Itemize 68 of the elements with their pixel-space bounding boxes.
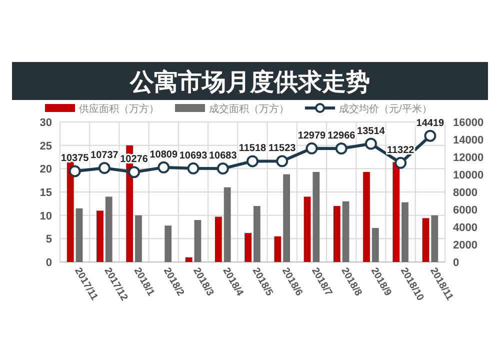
- y2-tick-label: 8000: [453, 187, 478, 199]
- point: [394, 156, 407, 169]
- bar: [254, 206, 260, 262]
- bar: [342, 201, 350, 262]
- bar: [105, 196, 112, 262]
- bar: [283, 174, 290, 262]
- bar: [76, 208, 83, 262]
- point: [335, 142, 348, 155]
- data-label: 12966: [327, 130, 356, 142]
- point: [364, 138, 377, 150]
- y2-tick-label: 12000: [453, 152, 484, 164]
- bar: [402, 202, 408, 262]
- y-tick-label: 15: [40, 187, 52, 199]
- y2-tick-label: 10000: [453, 170, 484, 182]
- data-label: 10809: [150, 149, 178, 160]
- y2-tick-label: 0: [453, 257, 460, 269]
- legend-label: 成交面积（万方）: [209, 103, 289, 115]
- bar: [372, 228, 379, 262]
- y2-tick-label: 2000: [453, 240, 478, 252]
- y-tick-label: 20: [40, 164, 52, 176]
- bar: [304, 196, 311, 262]
- point: [424, 130, 436, 142]
- point: [158, 161, 170, 174]
- point: [276, 155, 288, 168]
- legend-label: 成交均价（元/平米）: [339, 103, 432, 115]
- y-tick-label: 30: [40, 117, 52, 129]
- y-tick-label: 0: [46, 257, 52, 269]
- point: [68, 165, 81, 178]
- point: [216, 162, 229, 175]
- bar: [244, 233, 252, 262]
- legend-label: 供应面积（万方）: [79, 103, 159, 115]
- point: [187, 162, 200, 174]
- bar: [215, 216, 222, 262]
- point: [98, 162, 110, 174]
- y2-tick-label: 16000: [453, 117, 484, 129]
- y-tick-label: 10: [40, 210, 52, 222]
- y2-tick-label: 14000: [453, 134, 484, 146]
- bar: [363, 172, 370, 262]
- bar: [392, 162, 400, 262]
- bar: [224, 187, 231, 262]
- bar: [422, 218, 430, 262]
- data-label: 11523: [268, 143, 296, 154]
- data-label: 10693: [179, 150, 208, 162]
- y2-tick-label: 6000: [453, 204, 478, 216]
- bar: [194, 220, 202, 262]
- point: [246, 155, 258, 168]
- chart-title: 公寓市场月度供求走势: [129, 69, 370, 96]
- bar: [274, 236, 282, 262]
- bar: [96, 210, 104, 262]
- bar: [164, 226, 172, 262]
- data-label: 13514: [357, 126, 386, 137]
- data-label: 12979: [298, 130, 326, 142]
- data-label: 11322: [386, 144, 415, 156]
- bar: [312, 172, 320, 262]
- bar: [135, 215, 142, 262]
- data-label: 10737: [90, 150, 119, 162]
- y-tick-label: 25: [40, 140, 52, 152]
- data-label: 11518: [238, 143, 267, 154]
- bar: [431, 215, 438, 262]
- bar: [185, 257, 192, 262]
- y2-tick-label: 4000: [453, 222, 478, 234]
- bar: [333, 206, 340, 262]
- data-label: 10683: [208, 150, 238, 162]
- point: [128, 166, 140, 178]
- data-label: 10375: [60, 153, 90, 164]
- data-label: 14419: [416, 118, 445, 129]
- y-tick-label: 5: [46, 234, 52, 246]
- point: [306, 142, 318, 154]
